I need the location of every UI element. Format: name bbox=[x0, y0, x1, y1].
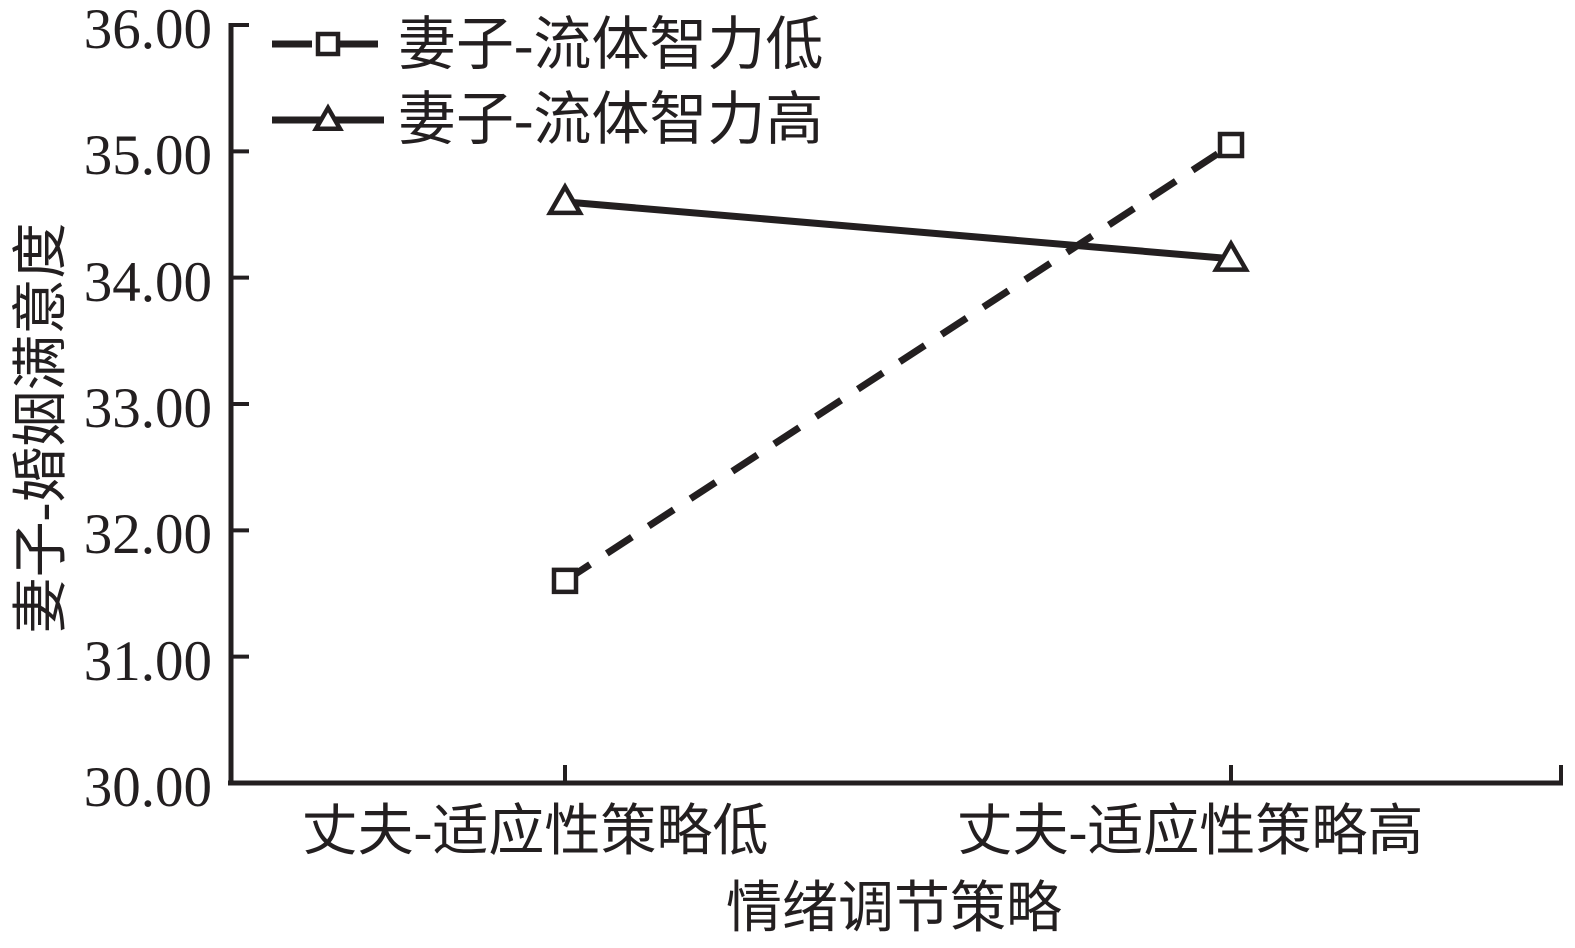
y-tick-label: 32.00 bbox=[83, 503, 212, 566]
legend-label-low: 妻子-流体智力低 bbox=[398, 12, 824, 77]
legend-square-marker bbox=[315, 31, 341, 57]
y-axis-title: 妻子-婚姻满意度 bbox=[11, 222, 73, 634]
series-line-1 bbox=[563, 142, 1233, 584]
y-tick-label: 30.00 bbox=[83, 756, 212, 819]
legend-triangle-marker bbox=[312, 103, 344, 132]
triangle-marker bbox=[1212, 239, 1250, 272]
legend-label-high: 妻子-流体智力高 bbox=[398, 87, 824, 152]
y-tick-label: 34.00 bbox=[83, 251, 212, 314]
square-marker bbox=[551, 567, 579, 595]
x-category-label: 丈夫-适应性策略低 bbox=[301, 801, 769, 863]
x-category-label: 丈夫-适应性策略高 bbox=[956, 801, 1424, 863]
y-tick-label: 36.00 bbox=[83, 0, 212, 61]
x-axis-title: 情绪调节策略 bbox=[726, 878, 1062, 940]
y-tick-label: 33.00 bbox=[83, 377, 212, 440]
y-tick-label: 31.00 bbox=[83, 630, 212, 693]
square-marker bbox=[1217, 131, 1245, 159]
triangle-marker bbox=[546, 182, 584, 216]
y-tick-label: 35.00 bbox=[83, 124, 212, 187]
series-line-2 bbox=[564, 198, 1232, 263]
